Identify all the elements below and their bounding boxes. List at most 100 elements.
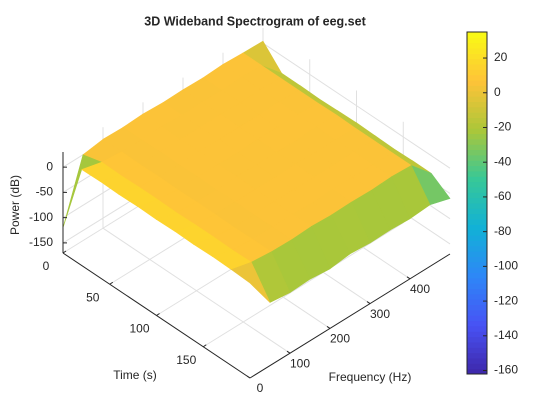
x-axis <box>249 253 451 379</box>
colorbar-swatch <box>467 325 487 332</box>
colorbar-swatch <box>467 85 487 92</box>
colorbar-swatch <box>467 192 487 199</box>
colorbar-swatch <box>467 357 487 364</box>
z-axis-label: Power (dB) <box>8 175 22 235</box>
colorbar-swatch <box>467 149 487 156</box>
z-tick-label: -50 <box>36 185 54 199</box>
y-tick <box>202 344 207 348</box>
colorbar-swatch <box>467 90 487 97</box>
x-tick <box>246 375 251 379</box>
colorbar-tick-label: -80 <box>494 224 512 238</box>
x-tick-label: 200 <box>330 332 350 346</box>
colorbar-swatch <box>467 283 487 289</box>
colorbar-swatch <box>467 32 487 38</box>
colorbar-swatch <box>467 341 487 348</box>
colorbar-swatch <box>467 208 487 215</box>
colorbar-swatch <box>467 203 487 209</box>
colorbar-swatch <box>467 69 487 76</box>
colorbar-swatch <box>467 224 487 231</box>
colorbar-swatch <box>467 186 487 193</box>
colorbar-swatch <box>467 197 487 204</box>
colorbar: -160 -140 -120 -100 -80 -60 -40 -20 0 20 <box>466 31 518 377</box>
colorbar-swatch <box>467 304 487 311</box>
y-tick-label: 50 <box>86 290 100 304</box>
colorbar-swatch <box>467 363 487 370</box>
colorbar-swatch <box>467 154 487 161</box>
colorbar-swatch <box>467 80 487 86</box>
colorbar-swatch <box>467 64 487 70</box>
colorbar-swatch <box>467 122 487 129</box>
colorbar-tick-label: -60 <box>494 189 512 203</box>
colorbar-swatch <box>467 309 487 316</box>
y-tick-label: 150 <box>176 353 196 367</box>
colorbar-swatch <box>467 117 487 124</box>
colorbar-tick-label: -140 <box>494 328 518 342</box>
x-axis-label: Frequency (Hz) <box>329 370 412 384</box>
colorbar-swatch <box>467 96 487 102</box>
colorbar-swatch <box>467 176 487 183</box>
colorbar-tick-label: 20 <box>494 50 508 64</box>
z-tick-label: 0 <box>46 159 53 173</box>
grid-line <box>102 227 291 354</box>
colorbar-swatch <box>467 144 487 151</box>
colorbar-swatch <box>467 261 487 268</box>
z-tick-label: -100 <box>29 210 53 224</box>
colorbar-swatch <box>467 213 487 220</box>
x-tick <box>286 350 291 354</box>
grid-line <box>202 222 404 348</box>
y-tick <box>62 250 67 254</box>
colorbar-swatch <box>467 58 487 65</box>
colorbar-swatch <box>467 272 487 279</box>
colorbar-swatch <box>467 352 487 359</box>
x-tick-label: 300 <box>370 307 390 321</box>
colorbar-swatch <box>467 219 487 225</box>
y-axis-label: Time (s) <box>113 368 157 382</box>
colorbar-swatch <box>467 293 487 300</box>
y-tick-label: 0 <box>43 259 50 273</box>
colorbar-swatch <box>467 267 487 273</box>
colorbar-tick-label: 0 <box>494 85 501 99</box>
colorbar-swatch <box>467 133 487 140</box>
colorbar-swatch <box>467 101 487 108</box>
grid-line <box>262 42 451 169</box>
colorbar-tick-label: -120 <box>494 293 518 307</box>
colorbar-swatch <box>467 331 487 338</box>
y-tick-label: 100 <box>129 322 149 336</box>
colorbar-swatch <box>467 299 487 306</box>
chart-title: 3D Wideband Spectrogram of eeg.set <box>144 14 366 28</box>
colorbar-swatch <box>467 181 487 188</box>
colorbar-swatch <box>467 245 487 252</box>
x-tick-label: 100 <box>290 356 310 370</box>
colorbar-swatch <box>467 277 487 284</box>
colorbar-tick-label: -100 <box>494 259 518 273</box>
z-tick-label: -150 <box>29 235 53 249</box>
colorbar-frame <box>466 31 488 375</box>
x-tick <box>406 276 411 280</box>
colorbar-swatch <box>467 256 487 263</box>
x-tick-label: 0 <box>257 381 264 395</box>
colorbar-swatch <box>467 42 487 49</box>
colorbar-swatch <box>467 74 487 81</box>
axes: -150 -100 -50 0 0 50 100 150 0 100 200 300 400 <box>29 152 451 395</box>
colorbar-swatch <box>467 128 487 135</box>
y-tick <box>156 313 160 316</box>
colorbar-swatch <box>467 112 487 118</box>
colorbar-swatch <box>467 235 487 241</box>
x-tick <box>326 325 331 329</box>
colorbar-swatch <box>467 138 487 145</box>
surface-patch <box>230 261 271 303</box>
colorbar-swatch <box>467 368 487 375</box>
colorbar-swatch <box>467 106 487 113</box>
colorbar-swatch <box>467 229 487 236</box>
surface <box>62 40 451 303</box>
x-tick-label: 400 <box>410 282 430 296</box>
colorbar-swatch <box>467 170 487 177</box>
colorbar-swatch <box>467 160 487 167</box>
colorbar-swatch <box>467 240 487 247</box>
colorbar-swatch <box>467 37 487 44</box>
colorbar-swatch <box>467 48 487 54</box>
colorbar-tick-label: -160 <box>494 363 518 377</box>
colorbar-swatch <box>467 320 487 327</box>
colorbar-swatch <box>467 165 487 172</box>
